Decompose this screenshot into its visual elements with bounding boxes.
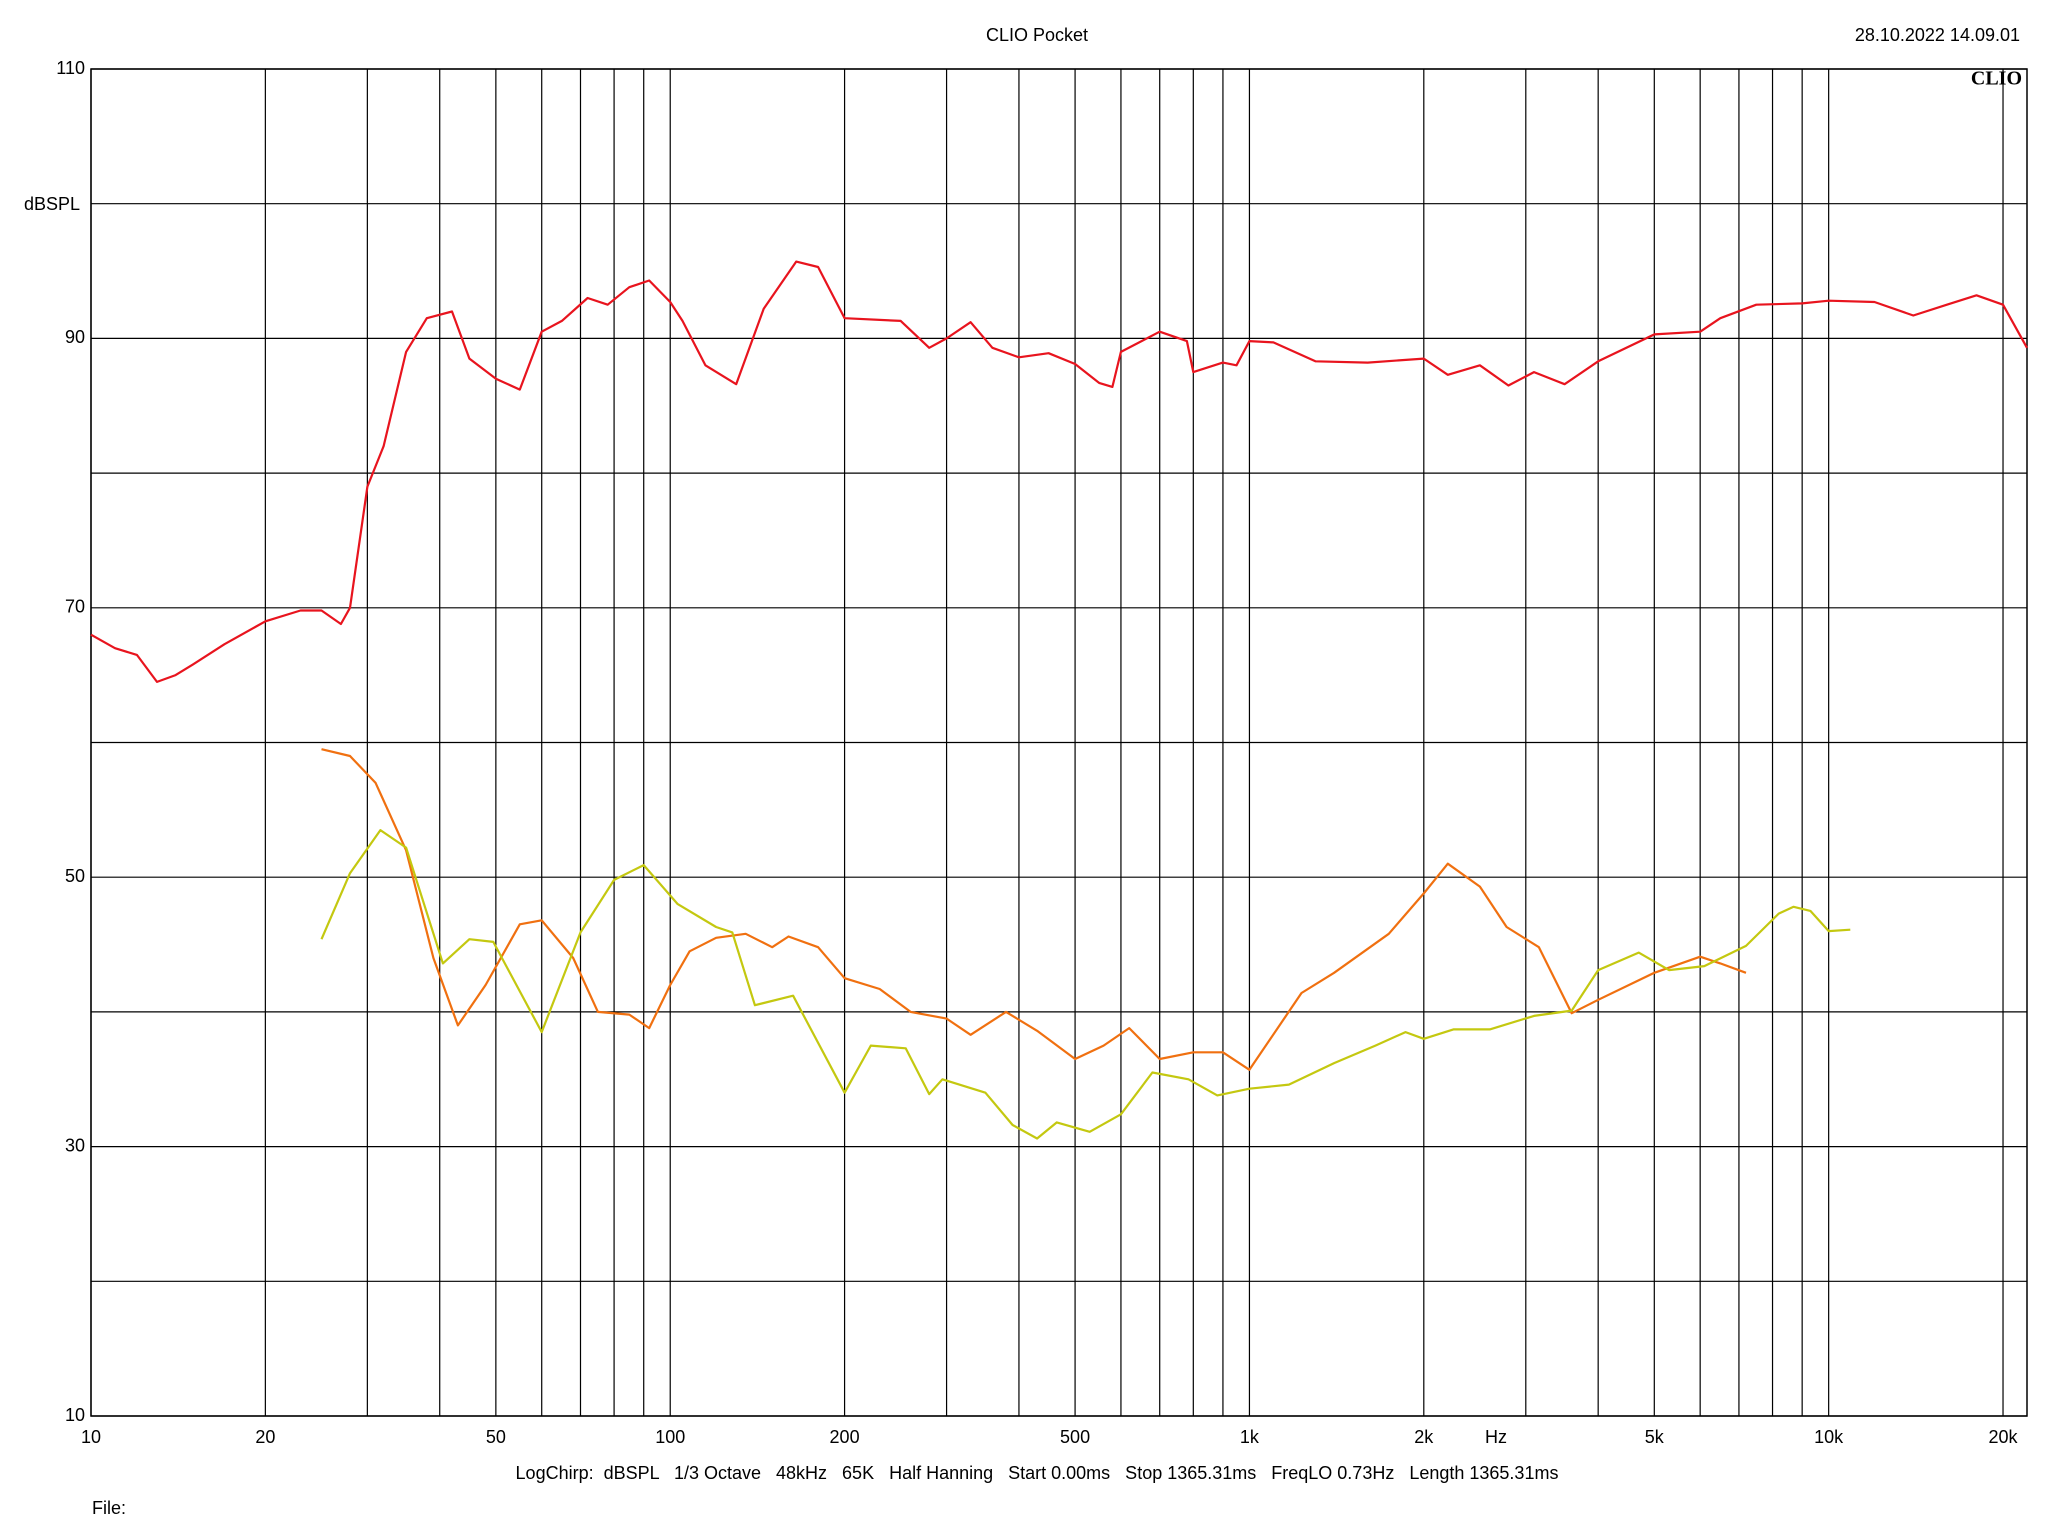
logo: CLIO [1971,68,2022,90]
x-tick-label: 20k [1989,1427,2019,1447]
x-tick-label: 1k [1240,1427,1260,1447]
y-axis-label: dBSPL [24,194,80,214]
y-tick-label: 110 [56,58,85,78]
x-tick-label: 50 [486,1427,506,1447]
y-tick-label: 30 [65,1135,85,1155]
footer: LogChirp: dBSPL 1/3 Octave 48kHz 65K Hal… [516,1463,1559,1483]
file-label: File: [92,1498,126,1518]
y-tick-label: 90 [65,327,85,347]
x-tick-label: 10k [1814,1427,1844,1447]
y-tick-label: 10 [65,1405,85,1425]
x-tick-label: 500 [1060,1427,1090,1447]
series-line [320,829,1851,1140]
timestamp: 28.10.2022 14.09.01 [1855,25,2020,45]
x-tick-label: 5k [1645,1427,1665,1447]
y-tick-label: 70 [65,597,85,617]
y-tick-label: 50 [65,866,85,886]
x-tick-label: 2k [1414,1427,1434,1447]
x-tick-label: 10 [81,1427,101,1447]
x-tick-label: 20 [255,1427,275,1447]
x-tick-label: 100 [655,1427,685,1447]
x-axis-label: Hz [1485,1427,1507,1447]
plot-frame [90,68,2028,1417]
chart-title: CLIO Pocket [986,25,1088,45]
x-tick-label: 200 [830,1427,860,1447]
series-line [321,748,1747,1071]
series-line [90,260,2028,683]
